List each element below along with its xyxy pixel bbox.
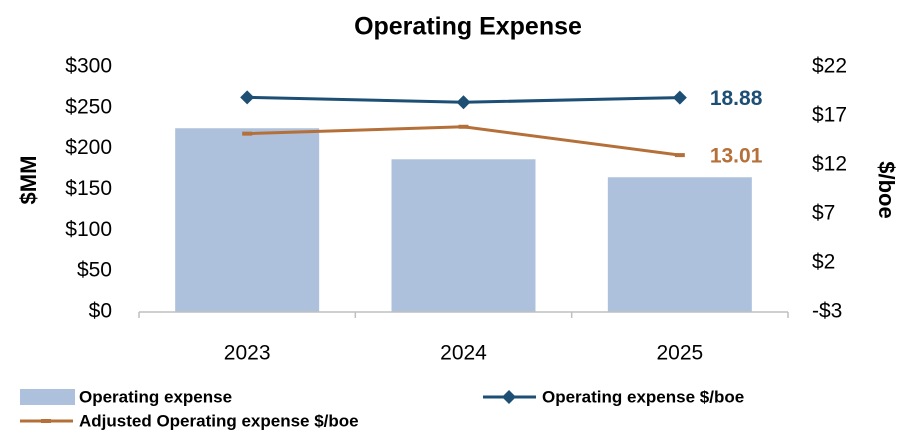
- bar: [175, 128, 320, 312]
- marker: [456, 95, 471, 110]
- legend-label: Operating expense $/boe: [542, 387, 744, 406]
- y2-tick-label: $7: [812, 202, 835, 225]
- bar: [391, 159, 536, 312]
- chart-title: Operating Expense: [354, 13, 582, 41]
- y-tick-label: $50: [77, 259, 112, 282]
- y-tick-label: $150: [65, 177, 112, 200]
- marker: [458, 124, 469, 129]
- marker: [672, 90, 687, 105]
- y2-axis-label: $/boe: [874, 161, 899, 218]
- y2-tick-label: $22: [812, 55, 847, 78]
- bar: [607, 177, 752, 312]
- legend-marker: [502, 390, 516, 404]
- data-label: 18.88: [710, 87, 763, 110]
- y2-tick-label: $17: [812, 104, 847, 127]
- legend-marker: [41, 419, 51, 423]
- legend-label: Operating expense: [79, 387, 232, 406]
- y2-tick-label: $12: [812, 153, 847, 176]
- data-label: 13.01: [710, 145, 763, 168]
- legend-label: Adjusted Operating expense $/boe: [79, 411, 359, 430]
- x-tick-label: 2023: [224, 342, 271, 365]
- y-tick-label: $200: [65, 136, 112, 159]
- marker: [674, 153, 685, 158]
- x-tick-label: 2024: [440, 342, 487, 365]
- x-tick-label: 2025: [656, 342, 703, 365]
- y2-tick-label: -$3: [812, 300, 842, 323]
- marker: [240, 90, 255, 105]
- marker: [242, 131, 253, 136]
- y2-tick-label: $2: [812, 251, 835, 274]
- y-tick-label: $0: [89, 300, 112, 323]
- y-tick-label: $100: [65, 218, 112, 241]
- y-axis-label: $MM: [16, 156, 41, 205]
- y-tick-label: $250: [65, 95, 112, 118]
- legend-swatch: [20, 389, 75, 405]
- y-tick-label: $300: [65, 55, 112, 78]
